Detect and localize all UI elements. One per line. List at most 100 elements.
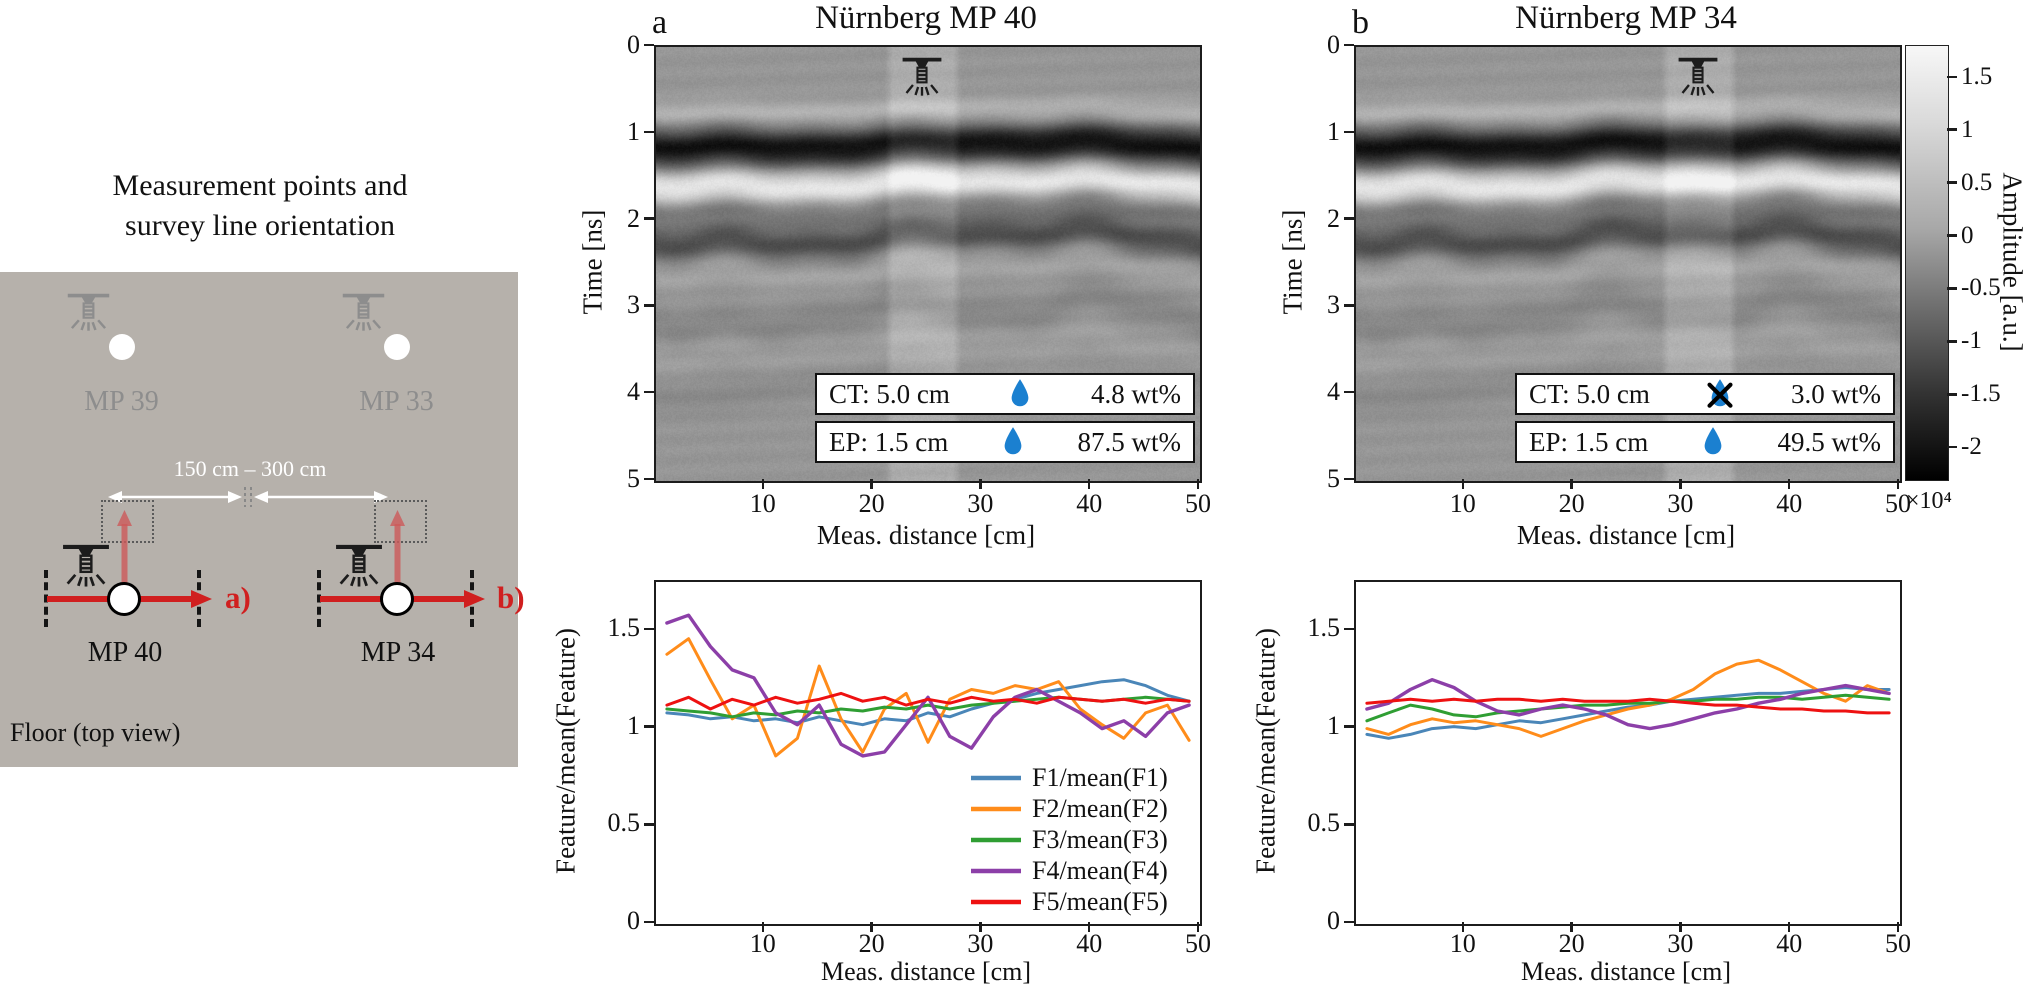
tick-label: 10 xyxy=(749,489,776,518)
diagram-title-line2: survey line orientation xyxy=(125,209,395,242)
tick-mark xyxy=(761,479,765,489)
legend-line-sample xyxy=(971,899,1021,904)
legend-label: F3/mean(F3) xyxy=(1032,824,1168,854)
legend-line-sample xyxy=(971,837,1021,842)
ep-annotation: EP: 1.5 cm 87.5 wt% xyxy=(815,421,1195,463)
tick-label: 10 xyxy=(1449,929,1476,958)
tick-mark xyxy=(644,725,654,728)
survey-start-gate xyxy=(317,570,321,627)
tick-label: 30 xyxy=(1667,929,1694,958)
ep-label: EP: 1.5 cm xyxy=(1529,426,1649,457)
measurement-point-marker xyxy=(109,334,135,360)
tick-label: 1 xyxy=(1327,710,1340,740)
tick-mark xyxy=(644,822,654,826)
tick-mark xyxy=(1947,75,1957,78)
ct-value: 3.0 wt% xyxy=(1791,378,1881,409)
tick-mark xyxy=(1087,922,1091,932)
sprinkler-icon xyxy=(900,57,944,97)
tick-mark xyxy=(644,477,654,481)
tick-label: 40 xyxy=(1076,929,1103,958)
ep-label: EP: 1.5 cm xyxy=(829,426,949,457)
feature-chart-b xyxy=(1354,580,1902,926)
legend-line-sample xyxy=(971,775,1021,780)
distance-arrows xyxy=(108,487,388,507)
ct-label: CT: 5.0 cm xyxy=(1529,378,1650,409)
ct-value: 4.8 wt% xyxy=(1091,378,1181,409)
chart-a-xlabel: Meas. distance [cm] xyxy=(820,957,1032,985)
perpendicular-line-arrow xyxy=(117,510,132,592)
tick-mark xyxy=(1196,479,1200,489)
tick-mark xyxy=(1570,922,1573,932)
perpendicular-line-arrow xyxy=(390,510,405,592)
tick-mark xyxy=(1344,390,1354,394)
colorbar xyxy=(1905,45,1949,481)
tick-label: 50 xyxy=(1885,929,1911,958)
tick-label: 1.5 xyxy=(607,612,641,642)
panel-b-letter: b xyxy=(1352,4,1369,41)
tick-mark xyxy=(644,627,654,631)
tick-mark xyxy=(1896,922,1900,932)
series-F1 xyxy=(1365,686,1891,740)
tick-mark xyxy=(1947,287,1957,290)
tick-mark xyxy=(1344,304,1354,307)
tick-mark xyxy=(761,922,765,932)
tick-mark xyxy=(1196,922,1200,932)
tick-label: 20 xyxy=(858,489,885,518)
tick-mark xyxy=(1087,479,1091,489)
feature-chart-b-series xyxy=(1365,658,1891,740)
droplet-icon xyxy=(1700,426,1726,458)
mp40-label: MP 40 xyxy=(87,637,163,668)
tick-mark xyxy=(1947,181,1957,184)
legend-item: F1/mean(F1) xyxy=(970,763,1168,792)
tick-mark xyxy=(870,922,873,932)
tick-mark xyxy=(1947,446,1957,449)
tick-mark xyxy=(1679,922,1682,932)
legend-label: F5/mean(F5) xyxy=(1032,886,1168,916)
radargram-b-xlabel: Meas. distance [cm] xyxy=(1516,520,1736,550)
tick-mark xyxy=(1947,340,1957,343)
feature-chart-a: F1/mean(F1) F2/mean(F2) F3/mean(F3) F4/mean… xyxy=(654,580,1202,926)
ct-annotation: CT: 5.0 cm 4.8 wt% xyxy=(815,373,1195,415)
tick-mark xyxy=(644,390,654,394)
tick-mark xyxy=(1344,920,1354,924)
tick-label: 3 xyxy=(1327,290,1340,320)
sprinkler-icon xyxy=(1676,57,1720,97)
tick-label: 40 xyxy=(1776,489,1803,518)
measurement-point-marker xyxy=(380,582,414,616)
tick-label: 1 xyxy=(627,116,640,146)
ep-annotation: EP: 1.5 cm 49.5 wt% xyxy=(1515,421,1895,463)
tick-label: 1 xyxy=(1961,115,1974,143)
panel-a-title: Nürnberg MP 40 xyxy=(815,0,1037,36)
series-F3 xyxy=(1365,693,1891,723)
tick-label: 10 xyxy=(749,929,776,958)
survey-start-gate xyxy=(44,570,48,627)
tick-mark xyxy=(644,217,654,220)
diagram-title: Measurement points and survey line orien… xyxy=(20,166,500,246)
moisture-annotations: CT: 5.0 cm 3.0 wt% EP: 1.5 cm 49.5 wt% xyxy=(1515,373,1895,463)
legend-line-sample xyxy=(971,868,1021,873)
tick-mark xyxy=(1461,479,1465,489)
legend-label: F2/mean(F2) xyxy=(1032,793,1168,823)
colorbar-scale-note: ×10⁴ xyxy=(1906,488,1952,514)
series-F5 xyxy=(665,691,1191,711)
tick-mark xyxy=(1570,479,1573,489)
tick-mark xyxy=(644,304,654,307)
tick-label: 1 xyxy=(627,710,640,740)
tick-mark xyxy=(1344,217,1354,220)
tick-label: 5 xyxy=(627,464,640,493)
chart-legend: F1/mean(F1) F2/mean(F2) F3/mean(F3) F4/mean… xyxy=(970,763,1168,916)
diagram-title-line1: Measurement points and xyxy=(112,169,408,202)
tick-label: -2 xyxy=(1961,433,1982,461)
radargram-b: CT: 5.0 cm 3.0 wt% EP: 1.5 cm 49.5 wt% xyxy=(1354,45,1902,483)
tick-label: 0 xyxy=(1961,221,1974,249)
tick-label: 4 xyxy=(627,377,640,407)
tick-mark xyxy=(1947,128,1957,131)
sprinkler-icon xyxy=(60,544,112,588)
tick-mark xyxy=(1679,479,1682,489)
legend-item: F4/mean(F4) xyxy=(970,855,1168,885)
measurement-point-marker xyxy=(107,582,141,616)
chart-b-ylabel: Feature/mean(Feature) xyxy=(1250,628,1281,874)
panel-a-letter: a xyxy=(652,4,668,41)
tick-label: 30 xyxy=(1667,489,1694,518)
legend-label: F4/mean(F4) xyxy=(1032,855,1168,885)
